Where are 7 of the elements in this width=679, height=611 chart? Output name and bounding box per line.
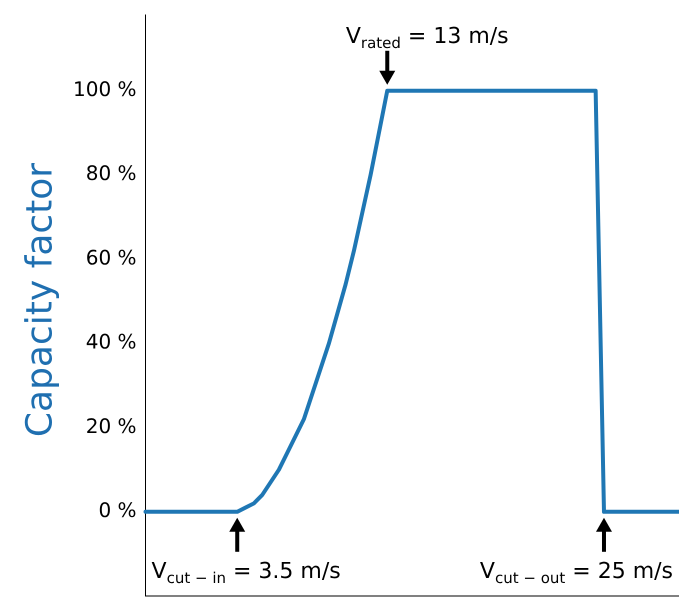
y-tick-label: 40 % xyxy=(86,330,137,354)
y-tick-label: 80 % xyxy=(86,161,137,186)
y-axis-title: Capacity factor xyxy=(20,162,60,438)
y-tick-label: 60 % xyxy=(86,245,137,270)
y-tick-label: 20 % xyxy=(86,414,137,438)
y-tick-label: 100 % xyxy=(72,76,137,101)
y-tick-label: 0 % xyxy=(98,498,137,522)
